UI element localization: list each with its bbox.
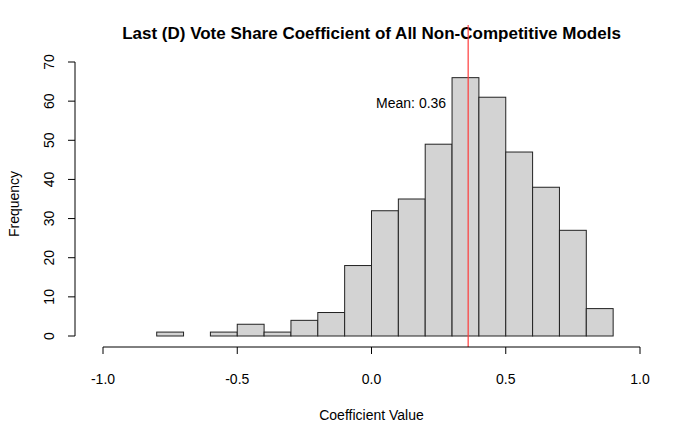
bar	[157, 332, 184, 336]
x-tick	[237, 347, 238, 354]
x-tick-label: 1.0	[630, 371, 650, 387]
y-tick	[68, 62, 75, 63]
y-tick	[68, 336, 75, 337]
x-tick	[103, 347, 104, 354]
bar	[533, 187, 560, 336]
bar	[184, 336, 211, 337]
y-tick	[68, 179, 75, 180]
bar	[559, 230, 586, 336]
x-tick	[505, 347, 506, 354]
y-label: Frequency	[6, 171, 22, 237]
y-tick-label: 60	[41, 93, 57, 109]
mean-label: Mean: 0.36	[376, 95, 446, 111]
bar	[291, 320, 318, 336]
bar	[237, 324, 264, 336]
y-tick	[68, 101, 75, 102]
bar	[586, 309, 613, 336]
y-tick	[68, 140, 75, 141]
y-tick	[68, 257, 75, 258]
bar	[318, 313, 345, 336]
x-tick	[640, 347, 641, 354]
mean-line	[468, 25, 469, 347]
y-tick-label: 50	[41, 132, 57, 148]
x-tick	[371, 347, 372, 354]
y-tick-label: 70	[41, 54, 57, 70]
bar	[264, 332, 291, 336]
bar	[506, 152, 533, 336]
y-tick	[68, 218, 75, 219]
y-tick-label: 30	[41, 211, 57, 227]
bar	[479, 97, 506, 336]
bar	[452, 78, 479, 336]
y-tick-label: 10	[41, 289, 57, 305]
title: Last (D) Vote Share Coefficient of All N…	[122, 24, 621, 43]
x-tick-label: -1.0	[91, 371, 115, 387]
y-tick-label: 20	[41, 250, 57, 266]
chart: Last (D) Vote Share Coefficient of All N…	[0, 0, 696, 437]
y-tick-label: 40	[41, 171, 57, 187]
bar	[425, 144, 452, 336]
x-tick-label: -0.5	[225, 371, 249, 387]
y-tick	[68, 296, 75, 297]
y-axis	[75, 62, 76, 336]
bar	[398, 199, 425, 336]
bars	[157, 78, 613, 336]
bar	[210, 332, 237, 336]
bar	[372, 211, 399, 336]
x-label: Coefficient Value	[319, 407, 424, 423]
x-tick-label: 0.0	[362, 371, 382, 387]
y-tick-label: 0	[41, 332, 57, 340]
x-tick-label: 0.5	[496, 371, 516, 387]
bar	[345, 266, 372, 336]
